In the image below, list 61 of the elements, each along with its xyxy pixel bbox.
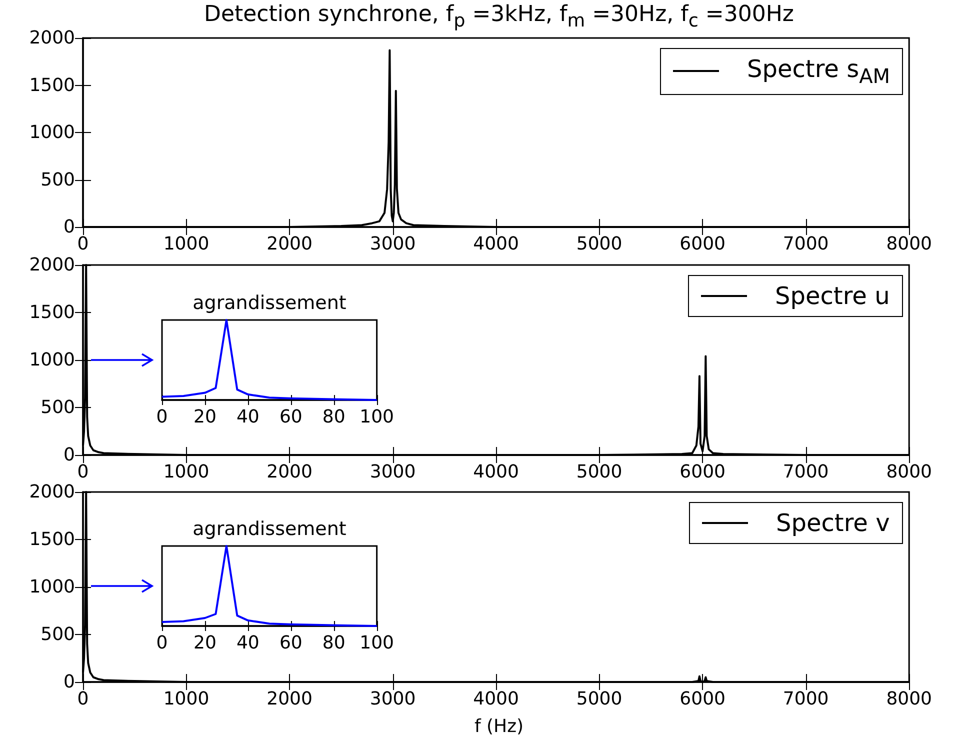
x-tick-label: 7000	[782, 462, 829, 482]
x-tick-label: 4000	[473, 234, 519, 254]
legend-label: Spectre s$_{AM}$	[747, 55, 890, 88]
x-tick-label: 6000	[680, 234, 726, 254]
y-tick-label: 1500	[29, 529, 75, 550]
x-tick-label: 1000	[163, 462, 210, 482]
y-tick-label: 1500	[29, 74, 75, 96]
x-tick-label: 2000	[266, 462, 312, 482]
x-tick-label: 8000	[886, 688, 932, 710]
x-tick-label: 0	[77, 688, 89, 710]
x-tick-label: 60	[279, 406, 302, 428]
x-tick-label: 7000	[782, 234, 829, 254]
y-tick-label: 0	[64, 216, 75, 238]
x-tick-label: 5000	[576, 462, 622, 482]
x-tick-label: 8000	[886, 462, 932, 482]
y-tick-label: 1000	[29, 576, 75, 598]
y-tick-label: 500	[40, 169, 75, 190]
legend-label: Spectre v	[776, 509, 890, 537]
x-tick-label: 3000	[370, 462, 416, 482]
x-tick-label: 100	[360, 406, 394, 428]
y-tick-label: 0	[64, 672, 75, 692]
y-tick-label: 1000	[29, 122, 75, 143]
x-tick-label: 6000	[680, 688, 726, 710]
y-tick-label: 2000	[29, 254, 75, 276]
x-tick-label: 0	[156, 406, 168, 428]
x-tick-label: 0	[156, 632, 168, 654]
x-tick-label: 20	[194, 632, 216, 654]
x-tick-label: 6000	[680, 462, 726, 482]
x-axis-title: f (Hz)	[473, 716, 525, 737]
x-tick-label: 2000	[266, 234, 312, 254]
x-tick-label: 100	[360, 632, 394, 654]
x-tick-label: 5000	[576, 234, 622, 254]
chart-title: Detection synchrone, f$_{p}$ =3kHz, f$_{m}$ =30Hz, f$_{c}$ =300Hz	[203, 2, 795, 32]
x-tick-label: 0	[77, 462, 89, 482]
x-tick-label: 1000	[163, 688, 210, 710]
legend-label: Spectre u	[775, 282, 890, 310]
chart-title: agrandissement	[192, 518, 348, 540]
x-tick-label: 80	[322, 406, 346, 428]
y-tick-label: 500	[40, 624, 75, 645]
x-tick-label: 3000	[370, 688, 416, 710]
chart-title: agrandissement	[192, 292, 348, 314]
x-tick-label: 0	[77, 234, 89, 254]
x-tick-label: 4000	[473, 688, 519, 710]
y-tick-label: 500	[40, 397, 75, 418]
y-tick-label: 1000	[29, 350, 75, 370]
y-tick-label: 2000	[29, 482, 75, 502]
x-tick-label: 60	[279, 632, 302, 654]
y-tick-label: 1500	[29, 302, 75, 323]
x-tick-label: 2000	[266, 688, 312, 710]
y-tick-label: 2000	[29, 28, 75, 48]
x-tick-label: 3000	[370, 234, 416, 254]
x-tick-label: 4000	[473, 462, 519, 482]
x-tick-label: 5000	[576, 688, 622, 710]
x-tick-label: 80	[322, 632, 346, 654]
y-tick-label: 0	[64, 444, 75, 466]
x-tick-label: 20	[194, 406, 216, 428]
x-tick-label: 7000	[782, 688, 829, 710]
x-tick-label: 40	[236, 632, 260, 654]
x-tick-label: 40	[236, 406, 260, 428]
x-tick-label: 1000	[163, 234, 210, 254]
x-tick-label: 8000	[886, 234, 932, 254]
